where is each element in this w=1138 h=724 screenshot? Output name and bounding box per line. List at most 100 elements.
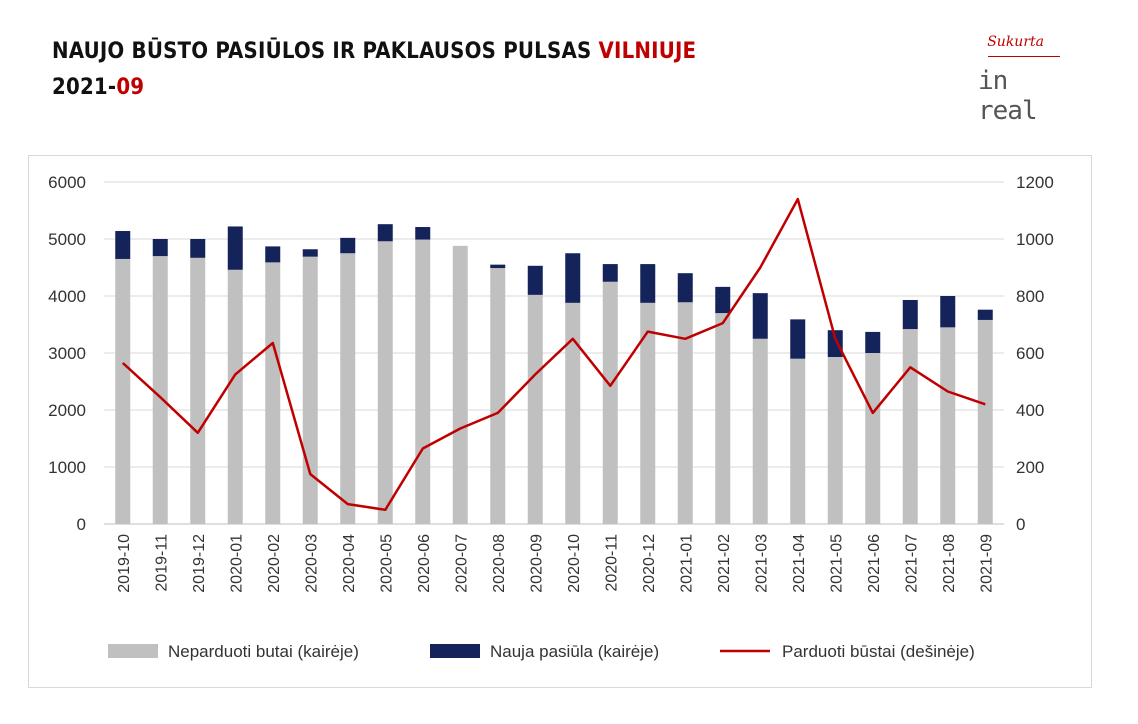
unsold-bar xyxy=(377,241,393,524)
new-supply-bar xyxy=(602,264,618,282)
category-label: 2021-08 xyxy=(941,534,958,593)
category-label: 2020-09 xyxy=(528,534,545,593)
unsold-bar xyxy=(227,269,243,524)
unsold-bar xyxy=(302,256,318,524)
right-axis-ticks: 0 200 400 600 800 1000 1200 xyxy=(1016,173,1054,534)
right-tick-label: 0 xyxy=(1016,515,1025,534)
new-supply-bar xyxy=(752,293,768,339)
unsold-bar xyxy=(752,338,768,524)
unsold-bar xyxy=(152,256,168,524)
inreal-logo: Sukurta in real xyxy=(970,30,1080,126)
category-label: 2020-04 xyxy=(341,534,358,593)
category-label: 2020-11 xyxy=(603,534,620,592)
unsold-bar xyxy=(565,302,581,524)
category-label: 2019-10 xyxy=(116,534,133,593)
unsold-bar xyxy=(265,262,281,524)
logo-sukurta-text: Sukurta xyxy=(987,34,1044,50)
left-tick-label: 2000 xyxy=(48,401,86,420)
new-supply-bar xyxy=(865,331,881,353)
unsold-bar xyxy=(640,302,656,524)
left-tick-label: 1000 xyxy=(48,458,86,477)
legend: Neparduoti butai (kairėje) Nauja pasiūla … xyxy=(108,642,975,661)
new-supply-bar xyxy=(715,286,731,314)
chart-period: 2021-09 xyxy=(52,70,696,106)
category-labels: 2019-10 2019-11 2019-12 2020-01 2020-02 2020-… xyxy=(116,534,996,593)
unsold-bar xyxy=(190,257,206,524)
category-label: 2021-07 xyxy=(903,534,920,593)
unsold-bar xyxy=(827,356,843,524)
unsold-bar xyxy=(490,268,506,524)
new-supply-bar xyxy=(190,239,206,258)
category-label: 2021-05 xyxy=(828,534,845,593)
category-label: 2020-10 xyxy=(566,534,583,593)
category-label: 2019-12 xyxy=(191,534,208,593)
unsold-bar xyxy=(677,302,693,524)
new-supply-bar xyxy=(827,330,843,357)
unsold-bar xyxy=(715,313,731,524)
category-label: 2021-01 xyxy=(678,534,695,593)
left-tick-label: 3000 xyxy=(48,344,86,363)
unsold-bar xyxy=(902,329,918,524)
right-tick-label: 800 xyxy=(1016,287,1044,306)
unsold-bar xyxy=(977,319,993,524)
period-year: 2021- xyxy=(52,75,117,100)
new-supply-bar xyxy=(940,296,956,328)
category-label: 2021-06 xyxy=(866,534,883,593)
right-tick-label: 200 xyxy=(1016,458,1044,477)
title-block: NAUJO BŪSTO PASIŪLOS IR PAKLAUSOS PULSAS… xyxy=(52,34,696,106)
unsold-bar xyxy=(940,327,956,524)
chart-title: NAUJO BŪSTO PASIŪLOS IR PAKLAUSOS PULSAS… xyxy=(52,34,696,70)
left-tick-label: 5000 xyxy=(48,230,86,249)
new-supply-bar xyxy=(902,299,918,330)
new-supply-bar xyxy=(527,265,543,295)
category-label: 2021-02 xyxy=(716,534,733,593)
new-supply-bar xyxy=(227,226,243,270)
legend-sold-label: Parduoti būstai (dešinėje) xyxy=(782,642,975,661)
new-supply-bar xyxy=(977,309,993,320)
new-supply-bar xyxy=(565,253,581,303)
logo-rule xyxy=(988,56,1060,57)
chart-frame xyxy=(28,155,1092,688)
unsold-bar xyxy=(452,245,468,524)
unsold-bar xyxy=(790,358,806,524)
sold-line xyxy=(121,197,986,512)
category-label: 2020-08 xyxy=(491,534,508,593)
right-tick-label: 400 xyxy=(1016,401,1044,420)
unsold-bar xyxy=(527,294,543,524)
title-text: NAUJO BŪSTO PASIŪLOS IR PAKLAUSOS PULSAS xyxy=(52,39,599,64)
sold-line-path xyxy=(121,197,986,512)
legend-new-supply-label: Nauja pasiūla (kairėje) xyxy=(490,642,659,661)
left-tick-label: 4000 xyxy=(48,287,86,306)
right-tick-label: 1000 xyxy=(1016,230,1054,249)
gridlines xyxy=(104,181,1004,525)
legend-new-supply-swatch xyxy=(430,644,480,658)
left-tick-label: 6000 xyxy=(48,173,86,192)
new-supply-bar xyxy=(790,319,806,359)
new-supply-bar xyxy=(640,264,656,303)
legend-unsold-label: Neparduoti butai (kairėje) xyxy=(168,642,359,661)
category-label: 2019-11 xyxy=(153,534,170,592)
left-tick-label: 0 xyxy=(77,515,86,534)
category-label: 2021-04 xyxy=(791,534,808,593)
new-supply-bar xyxy=(490,264,506,269)
unsold-bar xyxy=(602,281,618,524)
right-tick-label: 1200 xyxy=(1016,173,1054,192)
legend-unsold-swatch xyxy=(108,644,158,658)
category-label: 2021-03 xyxy=(753,534,770,593)
title-city: VILNIUJE xyxy=(598,39,697,64)
new-supply-bar xyxy=(152,239,168,257)
category-label: 2020-06 xyxy=(416,534,433,593)
period-month: 09 xyxy=(116,75,145,100)
unsold-bar xyxy=(415,239,431,524)
category-label: 2020-07 xyxy=(453,534,470,593)
category-label: 2020-03 xyxy=(303,534,320,593)
unsold-bar xyxy=(340,253,356,524)
unsold-bar xyxy=(865,353,881,524)
unsold-bar xyxy=(115,258,131,524)
new-supply-bar xyxy=(415,227,431,240)
left-axis-ticks: 0 1000 2000 3000 4000 5000 6000 xyxy=(48,173,86,534)
category-label: 2020-01 xyxy=(228,534,245,593)
category-label: 2020-02 xyxy=(266,534,283,593)
new-supply-bar xyxy=(677,273,693,303)
